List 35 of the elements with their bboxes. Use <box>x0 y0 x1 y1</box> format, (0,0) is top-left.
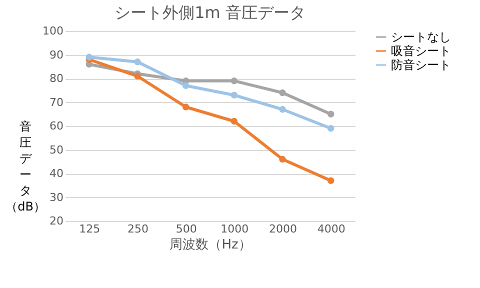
y-tick-label: 40 <box>50 167 64 180</box>
x-axis-title: 周波数（Hz） <box>170 238 252 252</box>
legend-label: シートなし <box>391 30 451 44</box>
y-tick-label: 30 <box>50 190 64 204</box>
point <box>279 89 286 96</box>
point <box>327 177 334 184</box>
y-axis-title: 音圧データ（dB） <box>6 120 46 214</box>
point <box>182 82 190 89</box>
point <box>134 72 141 80</box>
x-tick-label: 2000 <box>269 222 297 236</box>
point <box>230 118 238 125</box>
legend-label: 吸音シート <box>391 44 451 58</box>
y-tick-label: 60 <box>50 120 64 132</box>
y-tick-label: 20 <box>50 214 64 228</box>
x-tick-label: 1000 <box>220 222 249 236</box>
y-tick-label: 70 <box>50 96 64 109</box>
point <box>230 92 238 98</box>
y-tick-label: 80 <box>50 72 64 85</box>
y-tick-label: 100 <box>42 24 64 38</box>
y-tick-label: 90 <box>50 48 64 62</box>
point <box>230 78 238 84</box>
point <box>182 104 190 110</box>
y-tick-label: 50 <box>50 143 64 156</box>
point <box>279 156 286 163</box>
x-tick-label: 250 <box>128 222 148 236</box>
point <box>327 125 334 132</box>
x-tick-label: 500 <box>176 222 197 236</box>
point <box>279 106 286 113</box>
point <box>327 110 334 118</box>
legend-label: 防音シート <box>391 58 451 72</box>
point <box>86 54 93 60</box>
x-tick-label: 4000 <box>317 222 346 236</box>
chart-title: シート外側1m 音圧データ <box>114 3 306 22</box>
point <box>134 58 141 66</box>
x-tick-label: 125 <box>79 222 100 236</box>
